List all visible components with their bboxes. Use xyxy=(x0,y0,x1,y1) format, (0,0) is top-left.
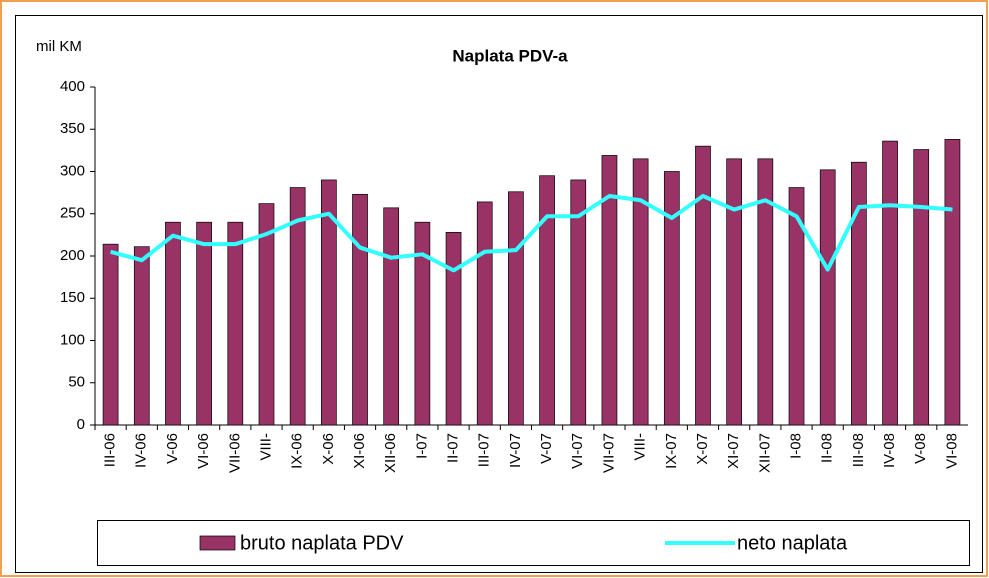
x-tick-label: IX-07 xyxy=(663,433,680,469)
bar xyxy=(196,221,212,426)
y-tick-label: 50 xyxy=(68,374,85,391)
y-tick-label: 0 xyxy=(77,416,85,433)
bar xyxy=(102,243,119,426)
x-tick-label: VI-07 xyxy=(569,433,586,469)
bar xyxy=(508,191,524,426)
legend-label: neto naplata xyxy=(737,532,848,554)
x-tick-label: II-08 xyxy=(819,433,836,463)
bar xyxy=(663,171,680,426)
x-tick-label: III-08 xyxy=(850,433,867,467)
bar xyxy=(819,169,836,426)
y-tick-label: 200 xyxy=(60,247,85,264)
y-tick-label: 350 xyxy=(60,120,85,137)
bar xyxy=(476,201,493,426)
bar xyxy=(165,221,181,426)
x-tick-label: II-07 xyxy=(445,433,462,463)
y-axis-label: mil KM xyxy=(36,38,82,55)
bar xyxy=(352,193,368,426)
bar xyxy=(258,203,275,426)
x-tick-label: XII-07 xyxy=(756,433,773,473)
bar xyxy=(788,187,805,426)
x-tick-label: III-06 xyxy=(102,433,119,467)
x-tick-label: V-06 xyxy=(164,433,181,464)
bar xyxy=(726,158,743,426)
bar xyxy=(445,231,462,426)
x-tick-label: IV-08 xyxy=(881,433,898,468)
x-tick-label: XII-06 xyxy=(382,433,399,473)
x-tick-label: V-08 xyxy=(912,433,929,464)
legend-box xyxy=(97,520,970,566)
x-tick-label: VI-06 xyxy=(195,433,212,469)
y-tick-label: 400 xyxy=(60,78,85,95)
x-tick-label: IV-06 xyxy=(133,433,150,468)
x-tick-label: X-06 xyxy=(320,433,337,465)
x-tick-label: VII-07 xyxy=(600,433,617,473)
line xyxy=(110,194,953,273)
x-tick-label: V-07 xyxy=(538,433,555,464)
x-tick-label: IV-07 xyxy=(507,433,524,468)
chart-frame xyxy=(15,15,983,573)
y-tick-label: 300 xyxy=(60,162,85,179)
x-tick-label: III-07 xyxy=(476,433,493,467)
bar xyxy=(851,161,867,426)
bar xyxy=(539,175,555,426)
x-tick-label: VI-08 xyxy=(943,433,960,469)
bar xyxy=(757,158,774,426)
x-tick-label: VIII- xyxy=(257,433,274,461)
bar xyxy=(882,140,898,426)
bar xyxy=(944,139,961,426)
x-tick-label: VIII- xyxy=(632,433,649,461)
bar xyxy=(289,187,306,426)
bar xyxy=(570,179,587,426)
y-tick-label: 150 xyxy=(60,289,85,306)
bar xyxy=(414,221,431,426)
bar xyxy=(227,221,244,426)
y-tick-label: 100 xyxy=(60,331,85,348)
x-tick-label: IX-06 xyxy=(289,433,306,469)
bar xyxy=(601,155,618,426)
x-tick-label: X-07 xyxy=(694,433,711,465)
bar xyxy=(133,246,150,426)
bar xyxy=(320,179,337,426)
x-tick-label: VII-06 xyxy=(226,433,243,473)
bar xyxy=(383,207,400,426)
x-tick-label: I-08 xyxy=(787,433,804,459)
legend-label: bruto naplata PDV xyxy=(240,532,404,554)
x-tick-label: XI-07 xyxy=(725,433,742,469)
bar xyxy=(913,149,930,426)
chart-title: Naplata PDV-a xyxy=(452,46,568,65)
bar xyxy=(632,158,649,426)
bar xyxy=(695,145,711,426)
x-tick-label: I-07 xyxy=(413,433,430,459)
y-tick-label: 250 xyxy=(60,205,85,222)
legend-swatch xyxy=(199,535,236,551)
x-tick-label: XI-06 xyxy=(351,433,368,469)
